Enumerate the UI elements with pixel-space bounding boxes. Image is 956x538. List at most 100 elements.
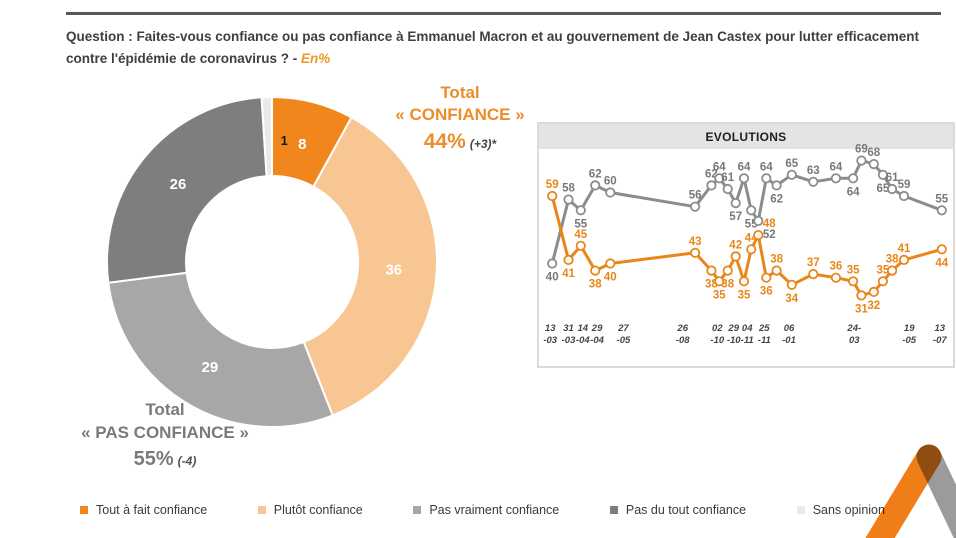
data-point-label: 62 — [770, 193, 783, 205]
x-axis-tick-label: 29 — [591, 323, 603, 334]
data-point-label: 31 — [855, 303, 868, 315]
data-point-marker — [936, 244, 947, 255]
x-axis-tick-label: -01 — [782, 335, 796, 346]
data-point-label: 65 — [785, 158, 798, 170]
evolutions-header: EVOLUTIONS — [539, 124, 953, 149]
data-point-marker — [690, 201, 701, 212]
question-text: Question : Faites-vous confiance ou pas … — [66, 26, 946, 69]
data-point-marker — [761, 173, 772, 184]
data-point-label: 44 — [935, 257, 948, 269]
data-point-label: 34 — [785, 293, 798, 305]
total-confiance-value: 44% — [423, 130, 466, 154]
data-point-label: 57 — [729, 211, 742, 223]
total-pas-confiance-title: Total — [145, 400, 185, 419]
data-point-marker — [753, 230, 764, 241]
donut-slice — [302, 116, 438, 417]
data-point-label: 61 — [886, 172, 899, 184]
data-point-label: 43 — [689, 236, 702, 248]
data-point-marker — [877, 169, 888, 180]
donut-value-label: 26 — [170, 176, 187, 193]
unit-label: En% — [301, 50, 331, 66]
data-point-label: 69 — [855, 144, 868, 156]
x-axis-tick-label: 14 — [578, 323, 589, 334]
data-point-label: 38 — [770, 254, 783, 266]
total-confiance-block: Total « CONFIANCE » 44% (+3)* — [372, 82, 548, 155]
x-axis-tick-label: -03 — [562, 335, 576, 346]
data-point-marker — [722, 265, 733, 276]
data-point-marker — [847, 173, 859, 184]
data-point-label: 41 — [898, 243, 911, 255]
total-confiance-delta: (+3)* — [469, 137, 497, 152]
data-point-label: 38 — [886, 254, 899, 266]
x-axis-tick-label: -04 — [590, 335, 604, 346]
x-axis-tick-label: -05 — [617, 335, 631, 346]
confidence-donut-chart: 8 36 29 26 1 — [104, 94, 440, 430]
data-point-label: 40 — [546, 272, 559, 284]
legend-label: Tout à fait confiance — [96, 503, 208, 517]
data-point-label: 65 — [877, 183, 890, 195]
total-confiance-subtitle: « CONFIANCE » — [395, 105, 525, 125]
donut-slice — [260, 95, 273, 178]
x-axis-tick-label: -10 — [727, 335, 741, 346]
data-point-marker — [563, 194, 574, 205]
x-axis-tick-label: 27 — [617, 323, 629, 334]
legend-item-tout-a-fait: Tout à fait confiance — [80, 503, 207, 517]
data-point-label: 35 — [847, 264, 860, 276]
data-point-marker — [547, 258, 558, 269]
data-point-label: 68 — [867, 147, 880, 159]
data-point-label: 35 — [713, 289, 726, 301]
data-point-marker — [886, 265, 898, 276]
legend-swatch-orange-icon — [80, 506, 88, 514]
data-point-marker — [868, 286, 879, 297]
x-axis-tick-label: 02 — [712, 323, 723, 334]
x-axis-tick-label: -11 — [741, 335, 754, 346]
data-point-marker — [808, 176, 819, 187]
data-point-label: 64 — [738, 161, 751, 173]
data-point-label: 52 — [763, 229, 776, 241]
data-point-marker — [575, 205, 586, 216]
data-point-marker — [730, 251, 741, 262]
donut-value-label: 36 — [385, 262, 402, 279]
data-point-marker — [590, 180, 601, 191]
data-point-label: 45 — [574, 229, 587, 241]
data-point-marker — [830, 173, 841, 184]
data-point-label: 64 — [847, 186, 860, 198]
legend-swatch-pale-gray-icon — [796, 506, 805, 514]
x-axis-tick-label: 04 — [742, 323, 753, 334]
data-point-marker — [771, 265, 782, 276]
total-confiance-title: Total — [440, 83, 480, 102]
x-axis-tick-label: 24- — [846, 323, 861, 334]
data-point-marker — [605, 187, 616, 198]
data-point-label: 32 — [867, 300, 880, 312]
data-point-label: 58 — [562, 183, 575, 195]
legend-swatch-dark-gray-icon — [609, 506, 618, 514]
data-point-label: 37 — [807, 257, 820, 269]
x-axis-tick-label: -04 — [576, 335, 590, 346]
legend-label: Plutôt confiance — [273, 503, 363, 517]
data-point-marker — [590, 265, 601, 276]
x-axis-tick-label: 26 — [676, 323, 688, 334]
data-point-marker — [738, 173, 750, 184]
data-point-label: 41 — [562, 268, 575, 280]
x-axis-tick-label: 13 — [935, 323, 946, 334]
data-point-marker — [877, 276, 888, 287]
legend-label: Pas du tout confiance — [625, 503, 747, 517]
data-point-marker — [714, 173, 725, 184]
legend-swatch-mid-gray-icon — [413, 506, 422, 514]
data-point-marker — [808, 269, 819, 280]
evolutions-panel: EVOLUTIONS 40 58 55 62 60 56 62 64 61 57 64 55 52 64 6… — [537, 122, 955, 368]
data-point-label: 60 — [604, 176, 617, 188]
top-divider — [66, 12, 941, 15]
x-axis-tick-label: 25 — [758, 323, 770, 334]
data-point-label: 36 — [830, 261, 843, 273]
data-point-marker — [563, 254, 574, 266]
data-point-marker — [830, 272, 841, 283]
data-point-marker — [605, 258, 616, 269]
donut-slice — [107, 271, 334, 428]
data-point-label: 38 — [589, 279, 602, 291]
data-point-marker — [856, 155, 867, 166]
brand-logo-icon — [865, 444, 956, 538]
data-point-label: 35 — [877, 264, 890, 276]
